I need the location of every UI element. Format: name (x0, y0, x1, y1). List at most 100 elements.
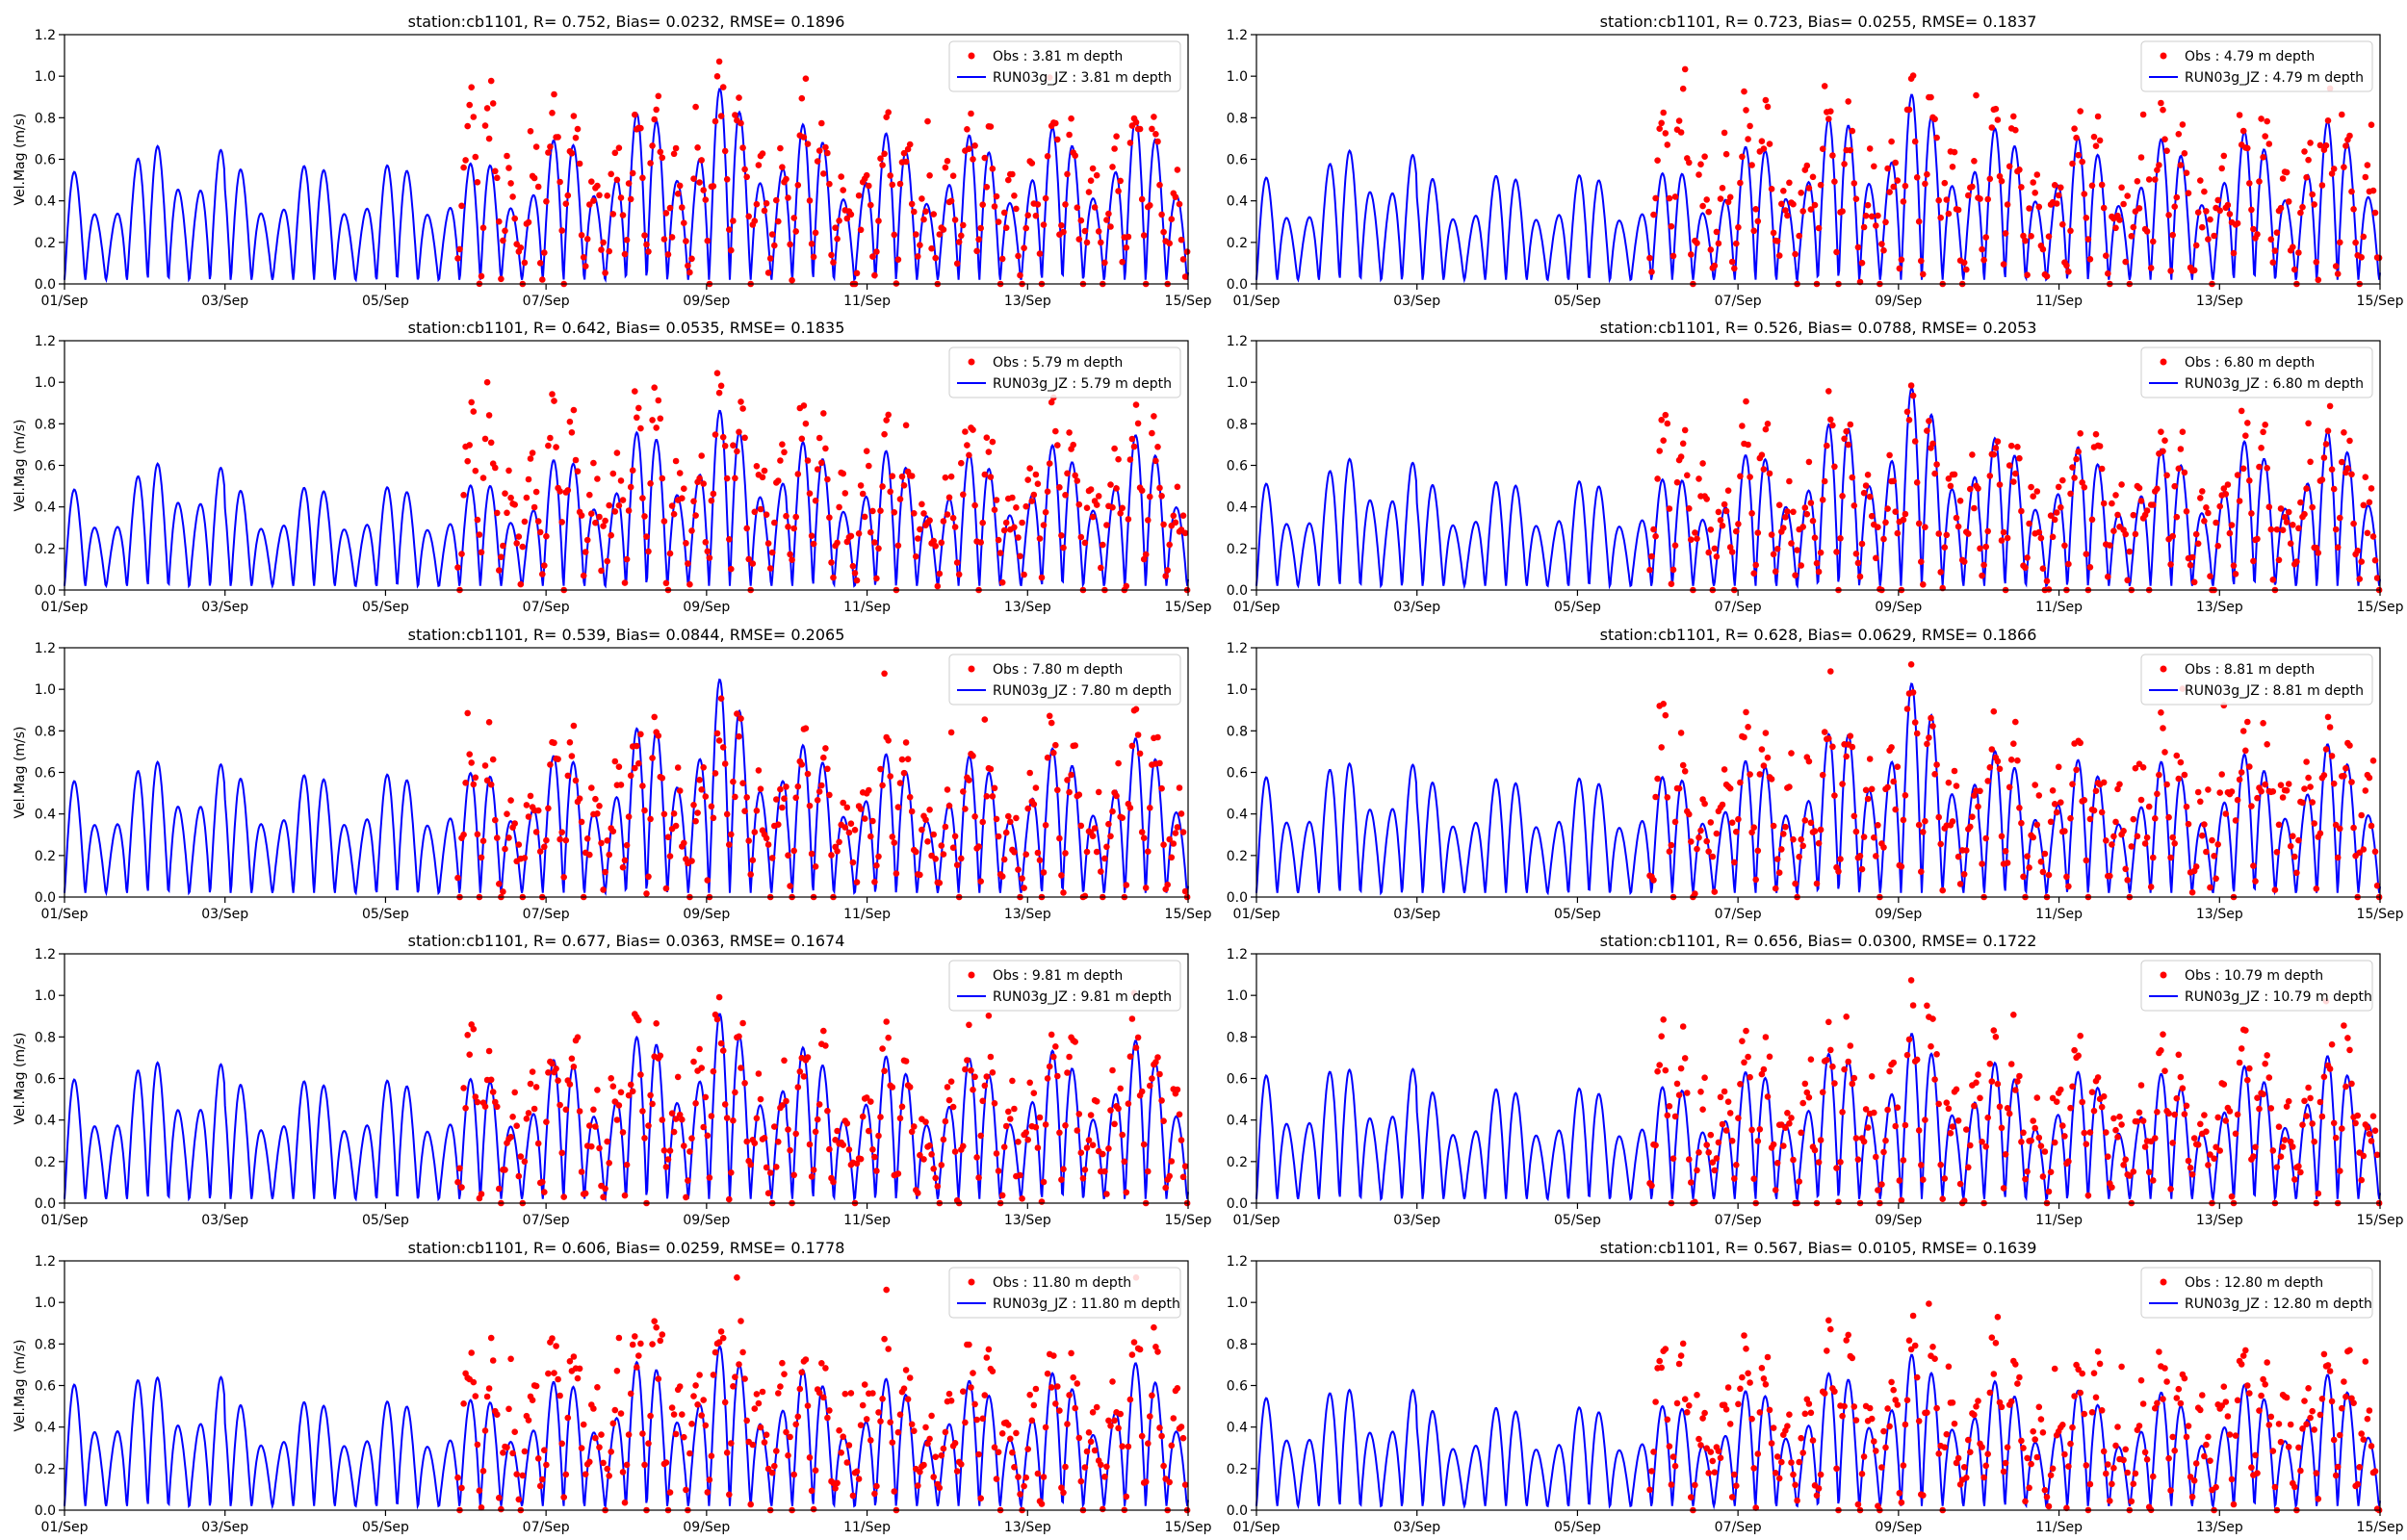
obs-point (1766, 470, 1773, 477)
obs-point (556, 1101, 563, 1109)
obs-point (2037, 534, 2045, 542)
obs-point (1038, 1501, 1046, 1507)
obs-point (2341, 164, 2347, 170)
obs-point (947, 473, 955, 480)
obs-point (894, 256, 902, 264)
obs-point (2224, 1413, 2232, 1420)
obs-point (1979, 860, 1985, 867)
obs-point (1658, 1033, 1665, 1040)
obs-point (2012, 1087, 2019, 1093)
obs-point (2065, 560, 2072, 568)
obs-point (519, 1472, 527, 1479)
legend-box (948, 960, 1181, 1012)
obs-point (877, 1418, 884, 1424)
obs-point (966, 451, 972, 459)
obs-point (1873, 1153, 1879, 1161)
obs-point (2315, 550, 2322, 556)
obs-point (672, 1116, 680, 1122)
obs-point (2122, 530, 2129, 538)
obs-point (1784, 1110, 1791, 1116)
obs-point (1128, 742, 1136, 750)
obs-point (600, 886, 607, 893)
obs-point (1790, 200, 1797, 208)
obs-point (1119, 258, 1126, 266)
obs-point (1796, 853, 1802, 860)
x-tick-label: 13/Sep (2196, 294, 2243, 309)
y-tick-label: 0.8 (1227, 724, 1248, 739)
obs-point (1973, 1403, 1980, 1410)
obs-point (2190, 267, 2198, 274)
obs-point (783, 175, 789, 183)
obs-point (879, 782, 886, 789)
obs-point (1178, 1137, 1185, 1143)
obs-point (1147, 493, 1153, 500)
obs-point (629, 1341, 636, 1348)
legend-model-label: RUN03g_JZ : 4.79 m depth (2185, 70, 2364, 86)
obs-point (657, 1337, 664, 1345)
obs-point (771, 242, 778, 249)
obs-point (708, 803, 715, 810)
obs-point (702, 793, 710, 800)
obs-point (500, 542, 506, 550)
obs-point (2047, 1168, 2055, 1175)
obs-point (670, 510, 678, 518)
obs-point (1967, 485, 1974, 493)
obs-point (1884, 1106, 1891, 1114)
obs-point (2167, 1487, 2174, 1494)
obs-point (2339, 458, 2345, 466)
obs-point (2051, 516, 2058, 524)
obs-point (845, 1442, 853, 1449)
obs-point (1922, 817, 1928, 825)
obs-point (502, 490, 508, 497)
obs-point (2222, 491, 2230, 498)
obs-point (2244, 420, 2251, 426)
obs-point (2043, 1494, 2051, 1501)
obs-point (987, 765, 995, 773)
obs-point (1162, 573, 1169, 579)
obs-point (1156, 1070, 1163, 1078)
obs-point (2071, 475, 2078, 481)
obs-point (1174, 483, 1181, 491)
obs-point (2209, 836, 2215, 844)
obs-point (743, 1138, 750, 1145)
obs-point (828, 251, 835, 259)
obs-point (721, 760, 729, 767)
obs-point (2348, 471, 2355, 478)
obs-point (743, 173, 750, 181)
obs-point (1909, 1002, 1917, 1009)
obs-point (2092, 1394, 2100, 1401)
obs-point (2330, 1436, 2338, 1444)
obs-point (496, 881, 503, 887)
obs-point (759, 474, 766, 481)
obs-point (2305, 156, 2312, 164)
obs-point (949, 514, 957, 522)
obs-point (2305, 420, 2312, 427)
obs-point (502, 845, 508, 853)
obs-point (958, 1461, 965, 1468)
y-tick-label: 0.8 (35, 1030, 56, 1045)
obs-point (936, 570, 944, 578)
obs-point (594, 1384, 601, 1391)
obs-point (2330, 485, 2338, 493)
obs-point (692, 512, 699, 519)
obs-point (2137, 1376, 2145, 1384)
obs-point (556, 1392, 563, 1399)
obs-point (1801, 1080, 1809, 1088)
obs-point (1852, 551, 1860, 557)
obs-point (966, 145, 972, 152)
obs-point (2368, 1443, 2375, 1450)
obs-point (1011, 192, 1018, 199)
obs-point (517, 244, 525, 251)
obs-point (1081, 1464, 1089, 1471)
obs-point (2332, 263, 2340, 270)
obs-point (2075, 151, 2082, 159)
obs-point (838, 1450, 844, 1456)
obs-point (1136, 1346, 1144, 1353)
obs-point (1996, 481, 2004, 488)
obs-point (676, 787, 684, 794)
obs-point (2190, 1477, 2198, 1484)
obs-point (1028, 498, 1036, 504)
obs-point (1933, 134, 1940, 141)
obs-point (741, 166, 748, 173)
obs-point (2290, 1143, 2296, 1150)
